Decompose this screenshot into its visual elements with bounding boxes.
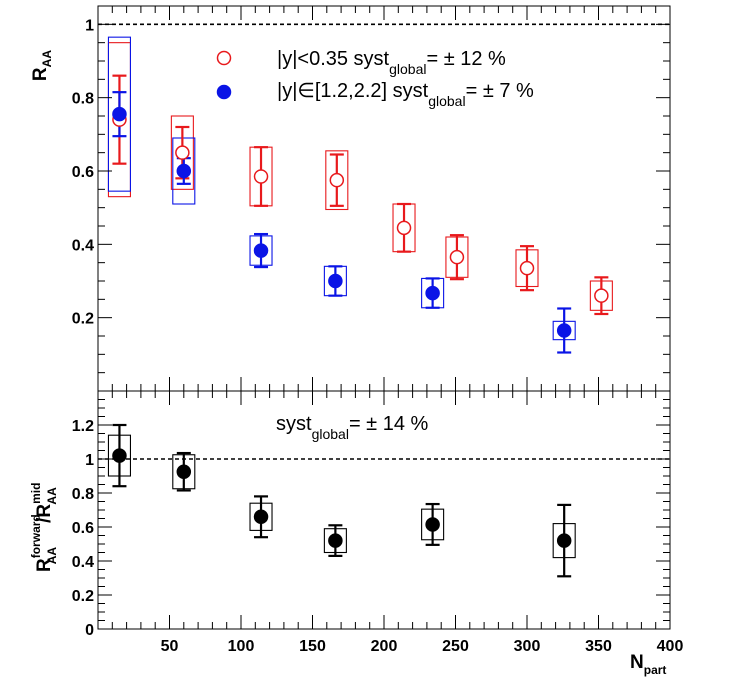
bottom-ylabel-sup1: forward (29, 514, 43, 558)
bottom-ytick-label: 1.2 (72, 418, 94, 435)
bottom-panel: 0 0.2 0.4 0.6 0.8 1 1.2 50 100 150 200 250 300 350 40… (29, 390, 684, 677)
top-ytick-label: 0.6 (72, 164, 94, 181)
bottom-ylabel-sub1: AA (45, 547, 59, 565)
legend-forward-suffix: = ± 7 % (466, 80, 534, 102)
top-point-filled (176, 163, 192, 179)
bottom-xtick-label: 50 (161, 638, 179, 655)
top-stat-error-bars (112, 74, 609, 354)
top-syst-box (170, 115, 194, 190)
legend-marker-mid (216, 50, 232, 66)
top-point-filled (425, 285, 440, 301)
top-data-points (112, 106, 609, 338)
top-point-open (329, 172, 345, 188)
top-point-filled (112, 106, 127, 122)
top-syst-box (172, 137, 196, 205)
top-syst-box (107, 36, 131, 192)
legend-mid-suffix: = ± 12 % (426, 48, 506, 70)
bottom-ylabel-sub2: AA (45, 487, 59, 505)
top-point-filled (253, 243, 269, 258)
annotation-prefix: syst (276, 413, 312, 435)
bottom-x-axis-ticks: 50 100 150 200 250 300 350 400 (111, 391, 684, 655)
bottom-xtick-label: 300 (514, 638, 541, 655)
bottom-ytick-label: 1 (85, 452, 94, 469)
annotation-sub: global (312, 426, 349, 442)
legend: |y|<0.35 systglobal= ± 12 % |y|∈[1.2,2.2… (216, 48, 534, 109)
bottom-point-filled (112, 448, 127, 463)
xlabel-sub: part (644, 663, 667, 677)
bottom-ylabel-sup2: mid (29, 483, 43, 504)
bottom-point-filled (425, 517, 440, 532)
bottom-point-filled (556, 533, 572, 548)
bottom-ytick-label: 0 (85, 622, 94, 639)
top-ytick-label: 0.4 (72, 237, 94, 254)
top-ytick-label: 1 (85, 17, 94, 34)
top-point-open (594, 288, 609, 303)
bottom-ylabel-mid: /R (34, 504, 55, 523)
annotation-suffix: = ± 14 % (349, 413, 429, 435)
bottom-ytick-label: 0.6 (72, 520, 94, 537)
bottom-annotation: systglobal= ± 14 % (276, 413, 429, 442)
top-point-filled (556, 323, 572, 338)
bottom-y-axis-title: Rforward AA/Rmid AA (29, 483, 59, 572)
top-point-open (253, 169, 269, 184)
bottom-xtick-label: 250 (442, 638, 469, 655)
bottom-point-filled (328, 533, 343, 548)
legend-entry-forward: |y|∈[1.2,2.2] systglobal= ± 7 % (277, 80, 534, 109)
top-point-open (519, 260, 535, 276)
bottom-xtick-label: 400 (657, 638, 684, 655)
bottom-point-filled (253, 509, 269, 525)
bottom-xtick-label: 350 (585, 638, 612, 655)
top-point-open (175, 145, 190, 160)
legend-mid-prefix: |y|<0.35 syst (277, 48, 390, 70)
top-ytick-label: 0.2 (72, 311, 94, 328)
legend-forward-prefix: |y|∈[1.2,2.2] syst (277, 80, 429, 102)
bottom-ytick-label: 0.8 (72, 486, 94, 503)
legend-mid-sub: global (389, 61, 426, 77)
svg-text:RAA: RAA (30, 50, 54, 81)
x-axis-title: Npart (630, 652, 666, 677)
bottom-xtick-label: 100 (228, 638, 255, 655)
legend-marker-forward (216, 84, 232, 100)
bottom-data-points (112, 448, 572, 548)
bottom-stat-error-bars (112, 423, 572, 578)
top-ylabel-main: R (30, 67, 51, 81)
top-ylabel-sub: AA (40, 50, 54, 68)
top-ytick-label: 0.8 (72, 91, 94, 108)
legend-entry-mid: |y|<0.35 systglobal= ± 12 % (277, 48, 506, 77)
bottom-y-axis-ticks: 0 0.2 0.4 0.6 0.8 1 1.2 (72, 390, 670, 639)
bottom-point-filled (176, 464, 192, 479)
xlabel-main: N (630, 652, 644, 673)
bottom-ytick-label: 0.4 (72, 554, 94, 571)
bottom-ylabel-main: R (34, 558, 55, 572)
top-point-open (449, 249, 465, 265)
top-point-filled (328, 273, 343, 289)
top-x-axis-ticks (111, 6, 671, 391)
bottom-xtick-label: 200 (371, 638, 398, 655)
bottom-xtick-label: 150 (299, 638, 326, 655)
top-syst-box (325, 150, 349, 211)
legend-forward-sub: global (428, 93, 465, 109)
bottom-ytick-label: 0.2 (72, 588, 94, 605)
top-point-open (396, 220, 412, 236)
top-y-axis-ticks: 0.2 0.4 0.6 0.8 1 (72, 5, 670, 392)
top-y-axis-title: RAA (30, 50, 54, 81)
top-panel: 0.20.40.60.81 RAA |y|<0.35 systglobal= ±… (30, 5, 671, 392)
